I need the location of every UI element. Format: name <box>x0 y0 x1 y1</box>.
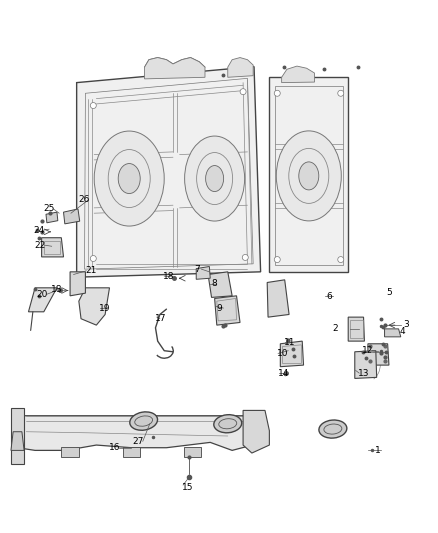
Ellipse shape <box>319 420 347 438</box>
Ellipse shape <box>338 256 344 263</box>
Text: 9: 9 <box>216 304 222 312</box>
Ellipse shape <box>240 88 246 95</box>
Ellipse shape <box>90 255 96 262</box>
Polygon shape <box>215 296 240 325</box>
Polygon shape <box>269 77 348 272</box>
Text: 4: 4 <box>399 327 405 336</box>
Text: 11: 11 <box>284 338 296 347</box>
Polygon shape <box>196 266 210 279</box>
Ellipse shape <box>205 166 224 191</box>
Text: 8: 8 <box>212 279 218 288</box>
Polygon shape <box>243 410 269 453</box>
Polygon shape <box>368 344 389 365</box>
Ellipse shape <box>299 162 319 190</box>
Polygon shape <box>267 280 289 317</box>
Polygon shape <box>145 58 205 79</box>
Text: 12: 12 <box>362 346 374 355</box>
Text: 22: 22 <box>35 241 46 249</box>
Text: 10: 10 <box>277 349 288 358</box>
Polygon shape <box>70 272 85 296</box>
Polygon shape <box>11 432 24 450</box>
Text: 17: 17 <box>155 314 167 323</box>
Polygon shape <box>18 416 263 450</box>
Ellipse shape <box>185 136 244 221</box>
Text: 6: 6 <box>326 292 332 301</box>
Ellipse shape <box>118 164 140 193</box>
Polygon shape <box>280 341 304 367</box>
Polygon shape <box>79 288 110 325</box>
Text: 14: 14 <box>278 369 290 377</box>
Text: 13: 13 <box>358 369 369 377</box>
Polygon shape <box>42 238 64 257</box>
Polygon shape <box>184 447 201 457</box>
Polygon shape <box>64 209 80 224</box>
Text: 18: 18 <box>51 286 63 294</box>
Polygon shape <box>28 288 57 312</box>
Text: 16: 16 <box>109 443 120 452</box>
Text: 21: 21 <box>85 266 96 275</box>
Ellipse shape <box>274 256 280 263</box>
Polygon shape <box>77 67 261 277</box>
Ellipse shape <box>338 90 344 96</box>
Text: 20: 20 <box>37 290 48 298</box>
Text: 1: 1 <box>374 446 381 455</box>
Ellipse shape <box>90 102 96 109</box>
Polygon shape <box>11 408 24 464</box>
Text: 18: 18 <box>163 272 174 280</box>
Polygon shape <box>385 329 401 337</box>
Text: 7: 7 <box>194 265 200 273</box>
Polygon shape <box>348 317 364 341</box>
Polygon shape <box>355 351 377 378</box>
Text: 3: 3 <box>403 320 410 328</box>
Ellipse shape <box>274 90 280 96</box>
Polygon shape <box>61 447 79 457</box>
Polygon shape <box>282 66 314 83</box>
Text: 19: 19 <box>99 304 110 312</box>
Polygon shape <box>46 212 58 223</box>
Polygon shape <box>228 58 253 77</box>
Ellipse shape <box>94 131 164 226</box>
Polygon shape <box>208 272 232 297</box>
Text: 5: 5 <box>386 288 392 296</box>
Ellipse shape <box>242 254 248 261</box>
Text: 24: 24 <box>33 226 44 235</box>
Ellipse shape <box>276 131 341 221</box>
Ellipse shape <box>130 412 158 430</box>
Text: 15: 15 <box>182 483 193 492</box>
Ellipse shape <box>214 415 242 433</box>
Text: 25: 25 <box>43 205 55 213</box>
Text: 27: 27 <box>133 437 144 446</box>
Text: 26: 26 <box>78 196 90 204</box>
Text: 2: 2 <box>333 325 338 333</box>
Polygon shape <box>123 447 140 457</box>
